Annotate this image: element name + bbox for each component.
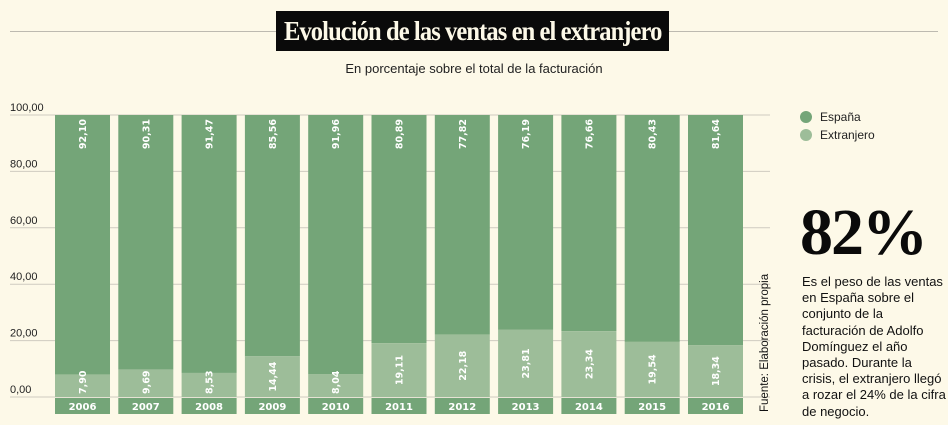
legend-swatch [800,111,812,123]
bar-segment-espana [624,115,680,342]
data-label-espana: 80,43 [648,119,659,149]
y-tick-label: 60,00 [10,215,38,227]
data-label-extranjero: 8,04 [331,370,342,394]
data-label-extranjero: 18,34 [711,356,722,386]
bar-segment-espana [688,115,743,346]
bar-segment-extranjero [308,374,364,397]
year-label-box [371,398,427,414]
bar-segment-espana [498,115,554,330]
bar-segment-extranjero [244,356,300,397]
legend-label: Extranjero [820,128,875,142]
data-label-extranjero: 8,53 [205,371,216,394]
bar-segment-extranjero [118,369,174,397]
x-tick-label: 2010 [322,402,350,413]
legend-item-extranjero: Extranjero [800,126,875,144]
highlight-value: 82% [800,196,928,269]
x-tick-label: 2008 [195,402,223,413]
data-label-espana: 81,64 [711,119,722,149]
x-tick-label: 2009 [258,402,286,413]
y-tick-label: 100,00 [10,102,44,114]
year-label-box [181,398,237,414]
bar-segment-extranjero [561,331,617,397]
data-label-extranjero: 19,11 [395,355,406,385]
title-rule-right [669,31,938,32]
source-note: Fuente: Elaboración propia [759,273,771,412]
data-label-extranjero: 7,90 [78,370,89,394]
year-label-box [308,398,364,414]
data-label-espana: 90,31 [141,119,152,149]
data-label-espana: 85,56 [268,119,279,149]
x-tick-label: 2014 [575,402,603,413]
x-tick-label: 2012 [448,402,476,413]
year-label-box [244,398,300,414]
chart-subtitle: En porcentaje sobre el total de la factu… [345,61,603,76]
legend-item-espana: España [800,108,875,126]
data-label-espana: 76,19 [521,119,532,149]
x-tick-label: 2013 [512,402,540,413]
bar-segment-espana [434,115,490,335]
chart-title: Evolución de las ventas en el extranjero [284,16,662,46]
year-label-box [688,398,743,414]
data-label-extranjero: 14,44 [268,361,279,391]
highlight-text: Es el peso de las ventas en España sobre… [802,274,946,419]
bar-segment-extranjero [624,341,680,397]
bar-segment-espana [561,115,617,332]
bar-segment-espana [308,115,364,375]
bar-segment-extranjero [498,329,554,397]
bar-segment-espana [371,115,427,344]
x-tick-label: 2007 [132,402,160,413]
legend-swatch [800,129,812,141]
x-tick-label: 2016 [702,402,730,413]
bar-segment-extranjero [181,372,237,397]
data-label-extranjero: 23,34 [584,349,595,379]
data-label-extranjero: 23,81 [521,348,532,378]
data-label-extranjero: 9,69 [141,371,152,394]
bar-segment-extranjero [688,345,743,397]
year-label-box [624,398,680,414]
x-tick-label: 2015 [638,402,666,413]
y-tick-label: 40,00 [10,271,38,283]
legend: España Extranjero [800,108,875,144]
x-tick-label: 2006 [69,402,97,413]
legend-label: España [820,110,861,124]
data-label-espana: 77,82 [458,119,469,149]
year-label-box [434,398,490,414]
chart-title-box: Evolución de las ventas en el extranjero [276,11,669,51]
title-rule-left [10,31,276,32]
bar-segment-espana [244,115,300,357]
data-label-espana: 91,47 [205,119,216,149]
data-label-espana: 92,10 [78,119,89,149]
bar-segment-espana [181,115,237,373]
bar-segment-espana [118,115,174,370]
year-label-box [561,398,617,414]
y-tick-label: 80,00 [10,158,38,170]
bar-segment-espana [55,115,110,375]
bar-segment-extranjero [55,374,110,397]
data-label-espana: 91,96 [331,119,342,149]
bar-segment-extranjero [434,334,490,397]
x-tick-label: 2011 [385,402,413,413]
year-label-box [498,398,554,414]
data-label-espana: 76,66 [584,119,595,149]
year-label-box [55,398,110,414]
y-tick-label: 0,00 [10,384,31,396]
data-label-extranjero: 19,54 [648,354,659,384]
bar-segment-extranjero [371,343,427,397]
year-label-box [118,398,174,414]
data-label-espana: 80,89 [395,119,406,149]
data-label-extranjero: 22,18 [458,350,469,380]
y-tick-label: 20,00 [10,328,38,340]
